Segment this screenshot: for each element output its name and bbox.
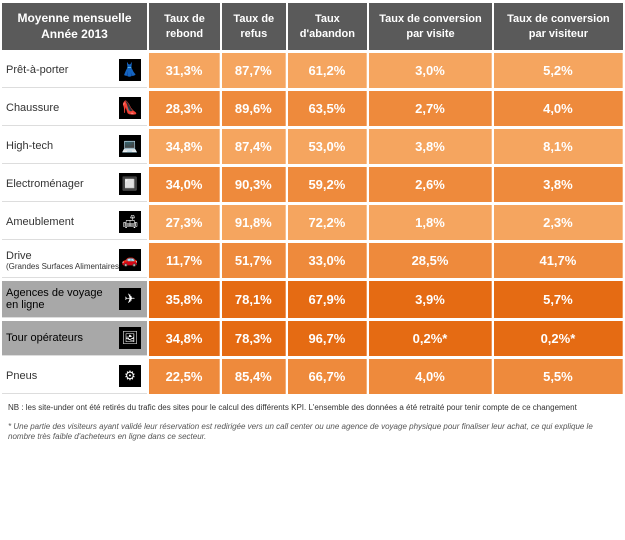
category-cell: Drive(Grandes Surfaces Alimentaires)🚗 <box>2 243 147 278</box>
value-cell: 91,8% <box>222 205 286 240</box>
category-icon: 🚗 <box>119 249 141 271</box>
value-cell: 78,3% <box>222 321 286 356</box>
category-cell: Ameublement 🛋 <box>2 205 147 240</box>
value-cell: 1,8% <box>369 205 492 240</box>
table-row: Ameublement 🛋 27,3%91,8%72,2%1,8%2,3% <box>2 205 623 240</box>
value-cell: 5,2% <box>494 53 623 88</box>
category-cell: Agences de voyage en ligne ✈ <box>2 281 147 318</box>
value-cell: 5,5% <box>494 359 623 394</box>
value-cell: 3,8% <box>494 167 623 202</box>
value-cell: 28,5% <box>369 243 492 278</box>
col-rebond: Taux de rebond <box>149 3 220 50</box>
value-cell: 33,0% <box>288 243 368 278</box>
value-cell: 2,7% <box>369 91 492 126</box>
table-row: Prêt-à-porter 👗 31,3%87,7%61,2%3,0%5,2% <box>2 53 623 88</box>
value-cell: 31,3% <box>149 53 220 88</box>
table-row: Drive(Grandes Surfaces Alimentaires)🚗11,… <box>2 243 623 278</box>
value-cell: 28,3% <box>149 91 220 126</box>
value-cell: 89,6% <box>222 91 286 126</box>
category-cell: High-tech 💻 <box>2 129 147 164</box>
table-header-row: Moyenne mensuelle Année 2013 Taux de reb… <box>2 3 623 50</box>
value-cell: 4,0% <box>494 91 623 126</box>
value-cell: 0,2%* <box>494 321 623 356</box>
category-cell: Tour opérateurs 🖼 <box>2 321 147 356</box>
category-label: Ameublement <box>6 216 74 228</box>
value-cell: 96,7% <box>288 321 368 356</box>
category-label: Pneus <box>6 370 37 382</box>
value-cell: 53,0% <box>288 129 368 164</box>
metrics-table: Moyenne mensuelle Année 2013 Taux de reb… <box>0 0 625 397</box>
col-conv-visiteur: Taux de conversion par visiteur <box>494 3 623 50</box>
value-cell: 72,2% <box>288 205 368 240</box>
value-cell: 35,8% <box>149 281 220 318</box>
table-row: High-tech 💻 34,8%87,4%53,0%3,8%8,1% <box>2 129 623 164</box>
table-body: Prêt-à-porter👗31,3%87,7%61,2%3,0%5,2%Cha… <box>2 53 623 394</box>
value-cell: 41,7% <box>494 243 623 278</box>
header-title: Moyenne mensuelle Année 2013 <box>2 3 147 50</box>
table-row: Tour opérateurs🖼34,8%78,3%96,7%0,2%*0,2%… <box>2 321 623 356</box>
value-cell: 3,9% <box>369 281 492 318</box>
value-cell: 34,8% <box>149 321 220 356</box>
value-cell: 11,7% <box>149 243 220 278</box>
footnote-nb: NB : les site-under ont été retirés du t… <box>0 397 625 415</box>
category-cell: Chaussure 👠 <box>2 91 147 126</box>
value-cell: 5,7% <box>494 281 623 318</box>
value-cell: 8,1% <box>494 129 623 164</box>
value-cell: 67,9% <box>288 281 368 318</box>
value-cell: 87,7% <box>222 53 286 88</box>
value-cell: 3,0% <box>369 53 492 88</box>
category-label: Agences de voyage en ligne <box>6 287 106 311</box>
value-cell: 34,8% <box>149 129 220 164</box>
category-icon: ✈ <box>119 288 141 310</box>
value-cell: 66,7% <box>288 359 368 394</box>
value-cell: 85,4% <box>222 359 286 394</box>
category-icon: 👠 <box>119 97 141 119</box>
footnote-asterisk: * Une partie des visiteurs ayant validé … <box>0 416 625 445</box>
value-cell: 2,3% <box>494 205 623 240</box>
value-cell: 22,5% <box>149 359 220 394</box>
category-label: High-tech <box>6 140 53 152</box>
category-icon: ⚙ <box>119 365 141 387</box>
category-label: Electroménager <box>6 178 84 190</box>
value-cell: 51,7% <box>222 243 286 278</box>
col-conv-visite: Taux de conversion par visite <box>369 3 492 50</box>
col-abandon: Taux d'abandon <box>288 3 368 50</box>
category-cell: Pneus ⚙ <box>2 359 147 394</box>
category-icon: 🖼 <box>119 327 141 349</box>
category-label: Tour opérateurs <box>6 332 83 344</box>
category-icon: 👗 <box>119 59 141 81</box>
value-cell: 34,0% <box>149 167 220 202</box>
category-label: Prêt-à-porter <box>6 64 68 76</box>
table-row: Agences de voyage en ligne ✈ 35,8%78,1%67,… <box>2 281 623 318</box>
header-title-l2: Année 2013 <box>41 27 108 41</box>
category-cell: Electroménager 🔲 <box>2 167 147 202</box>
category-icon: 🔲 <box>119 173 141 195</box>
value-cell: 4,0% <box>369 359 492 394</box>
value-cell: 27,3% <box>149 205 220 240</box>
table-row: Electroménager 🔲 34,0%90,3%59,2%2,6%3,8% <box>2 167 623 202</box>
value-cell: 0,2%* <box>369 321 492 356</box>
value-cell: 59,2% <box>288 167 368 202</box>
value-cell: 87,4% <box>222 129 286 164</box>
value-cell: 2,6% <box>369 167 492 202</box>
value-cell: 78,1% <box>222 281 286 318</box>
category-label: Chaussure <box>6 102 59 114</box>
category-cell: Prêt-à-porter 👗 <box>2 53 147 88</box>
value-cell: 90,3% <box>222 167 286 202</box>
value-cell: 3,8% <box>369 129 492 164</box>
category-label: Drive <box>6 250 32 262</box>
table-row: Pneus ⚙ 22,5%85,4%66,7%4,0%5,5% <box>2 359 623 394</box>
category-icon: 🛋 <box>119 211 141 233</box>
header-title-l1: Moyenne mensuelle <box>17 11 131 25</box>
col-refus: Taux de refus <box>222 3 286 50</box>
category-icon: 💻 <box>119 135 141 157</box>
value-cell: 61,2% <box>288 53 368 88</box>
value-cell: 63,5% <box>288 91 368 126</box>
table-row: Chaussure 👠 28,3%89,6%63,5%2,7%4,0% <box>2 91 623 126</box>
